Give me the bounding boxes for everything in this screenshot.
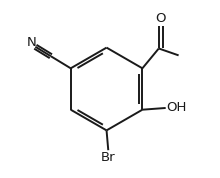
Text: O: O xyxy=(155,12,166,25)
Text: Br: Br xyxy=(101,151,116,164)
Text: OH: OH xyxy=(166,101,187,114)
Text: N: N xyxy=(27,36,37,49)
